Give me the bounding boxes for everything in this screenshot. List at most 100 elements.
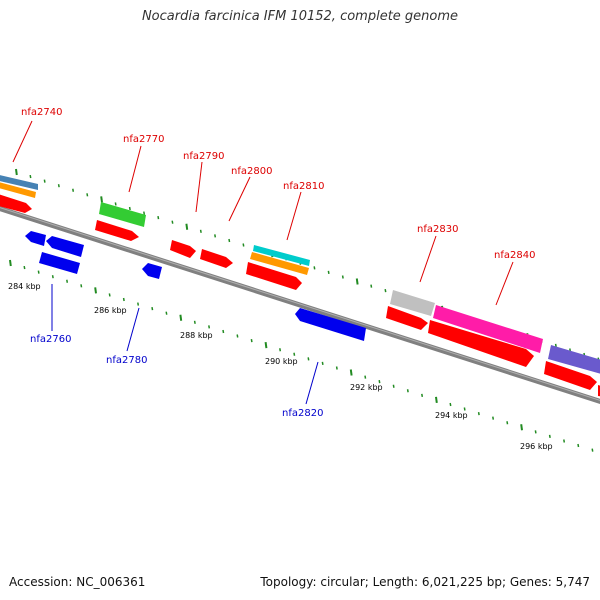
minor-tick xyxy=(563,439,566,443)
major-tick xyxy=(264,341,268,349)
minor-tick xyxy=(43,179,46,183)
scale-label: 294 kbp xyxy=(435,411,468,420)
reverse-features xyxy=(25,231,366,341)
callout-line xyxy=(195,161,203,213)
gene-label[interactable]: nfa2840 xyxy=(494,250,535,261)
minor-tick xyxy=(137,302,140,306)
major-tick xyxy=(100,196,103,203)
gene-feature-orange[interactable] xyxy=(250,252,309,275)
gene-feature-magenta[interactable] xyxy=(433,305,543,353)
minor-tick xyxy=(250,338,253,343)
minor-tick xyxy=(214,234,217,238)
callout-lines xyxy=(12,120,514,405)
gene-feature-cyan[interactable] xyxy=(253,245,310,266)
minor-tick xyxy=(23,265,26,270)
minor-tick xyxy=(364,375,367,379)
genome-backbone-highlight xyxy=(0,207,600,401)
gene-feature-steelblue[interactable] xyxy=(0,174,38,190)
major-tick xyxy=(355,278,359,285)
gene-label[interactable]: nfa2770 xyxy=(123,134,164,145)
gene-feature[interactable] xyxy=(544,361,597,390)
minor-tick xyxy=(165,311,168,315)
minor-tick xyxy=(66,279,69,283)
minor-tick xyxy=(199,229,202,233)
genome-summary-text: Topology: circular; Length: 6,021,225 bp… xyxy=(260,575,590,589)
minor-tick xyxy=(236,334,239,338)
gene-feature[interactable] xyxy=(142,263,162,279)
gene-feature-orange[interactable] xyxy=(0,181,36,198)
minor-tick xyxy=(222,329,225,334)
minor-tick xyxy=(341,275,344,279)
minor-tick xyxy=(321,361,324,366)
gene-feature[interactable] xyxy=(295,308,366,341)
gene-feature[interactable] xyxy=(386,306,428,330)
major-tick xyxy=(15,168,18,176)
minor-tick xyxy=(114,202,117,206)
minor-tick xyxy=(151,307,154,311)
callout-line xyxy=(126,307,140,352)
minor-tick xyxy=(534,430,537,434)
gene-feature-slate[interactable] xyxy=(548,345,600,375)
scale-label: 284 kbp xyxy=(8,282,41,291)
minor-tick xyxy=(406,389,409,393)
major-tick xyxy=(349,369,353,376)
gene-feature-gray[interactable] xyxy=(390,290,435,316)
gene-label[interactable]: nfa2810 xyxy=(283,181,324,192)
minor-tick xyxy=(577,443,580,448)
scale-label: 292 kbp xyxy=(350,383,383,392)
minor-tick xyxy=(242,243,245,247)
minor-tick xyxy=(29,174,32,179)
callout-line xyxy=(228,176,251,222)
callout-line xyxy=(495,261,514,306)
minor-tick xyxy=(307,357,310,361)
gene-label[interactable]: nfa2830 xyxy=(417,224,458,235)
minor-tick xyxy=(86,193,89,197)
minor-tick xyxy=(335,366,338,370)
gene-label[interactable]: nfa2780 xyxy=(106,355,147,366)
gene-feature[interactable] xyxy=(95,220,139,241)
gene-label[interactable]: nfa2740 xyxy=(21,107,62,118)
minor-tick xyxy=(421,393,424,397)
minor-tick xyxy=(57,184,60,188)
forward-colored-features xyxy=(0,174,600,375)
minor-tick xyxy=(279,348,282,352)
minor-tick xyxy=(327,270,330,275)
major-tick xyxy=(520,424,523,431)
major-tick xyxy=(435,396,438,404)
gene-label[interactable]: nfa2800 xyxy=(231,166,272,177)
minor-tick xyxy=(171,220,174,224)
minor-tick xyxy=(37,270,40,274)
minor-tick xyxy=(313,266,316,270)
minor-tick xyxy=(228,238,231,243)
gene-feature[interactable] xyxy=(428,320,534,367)
minor-tick xyxy=(492,416,495,420)
gene-feature[interactable] xyxy=(25,231,46,246)
gene-feature[interactable] xyxy=(200,249,233,268)
gene-label[interactable]: nfa2760 xyxy=(30,334,71,345)
callout-line xyxy=(286,191,302,241)
gene-feature[interactable] xyxy=(170,240,196,258)
minor-tick xyxy=(293,352,296,356)
gene-feature[interactable] xyxy=(246,262,302,290)
gene-feature[interactable] xyxy=(0,193,32,213)
callout-line xyxy=(12,120,33,163)
minor-tick xyxy=(477,411,480,416)
callout-line xyxy=(128,145,142,193)
minor-tick xyxy=(548,434,551,439)
minor-tick xyxy=(128,206,131,211)
lower-tick-row xyxy=(9,259,594,452)
minor-tick xyxy=(51,275,54,279)
gene-feature-green[interactable] xyxy=(99,202,146,227)
minor-tick xyxy=(193,320,196,324)
gene-label[interactable]: nfa2790 xyxy=(183,151,224,162)
gene-label[interactable]: nfa2820 xyxy=(282,408,323,419)
gene-feature[interactable] xyxy=(46,236,84,257)
minor-tick xyxy=(392,384,395,388)
callout-line xyxy=(305,361,319,405)
gene-feature[interactable] xyxy=(39,252,80,274)
minor-tick xyxy=(122,297,125,302)
accession-text: Accession: NC_006361 xyxy=(9,575,146,589)
minor-tick xyxy=(591,448,594,452)
minor-tick xyxy=(208,325,211,329)
